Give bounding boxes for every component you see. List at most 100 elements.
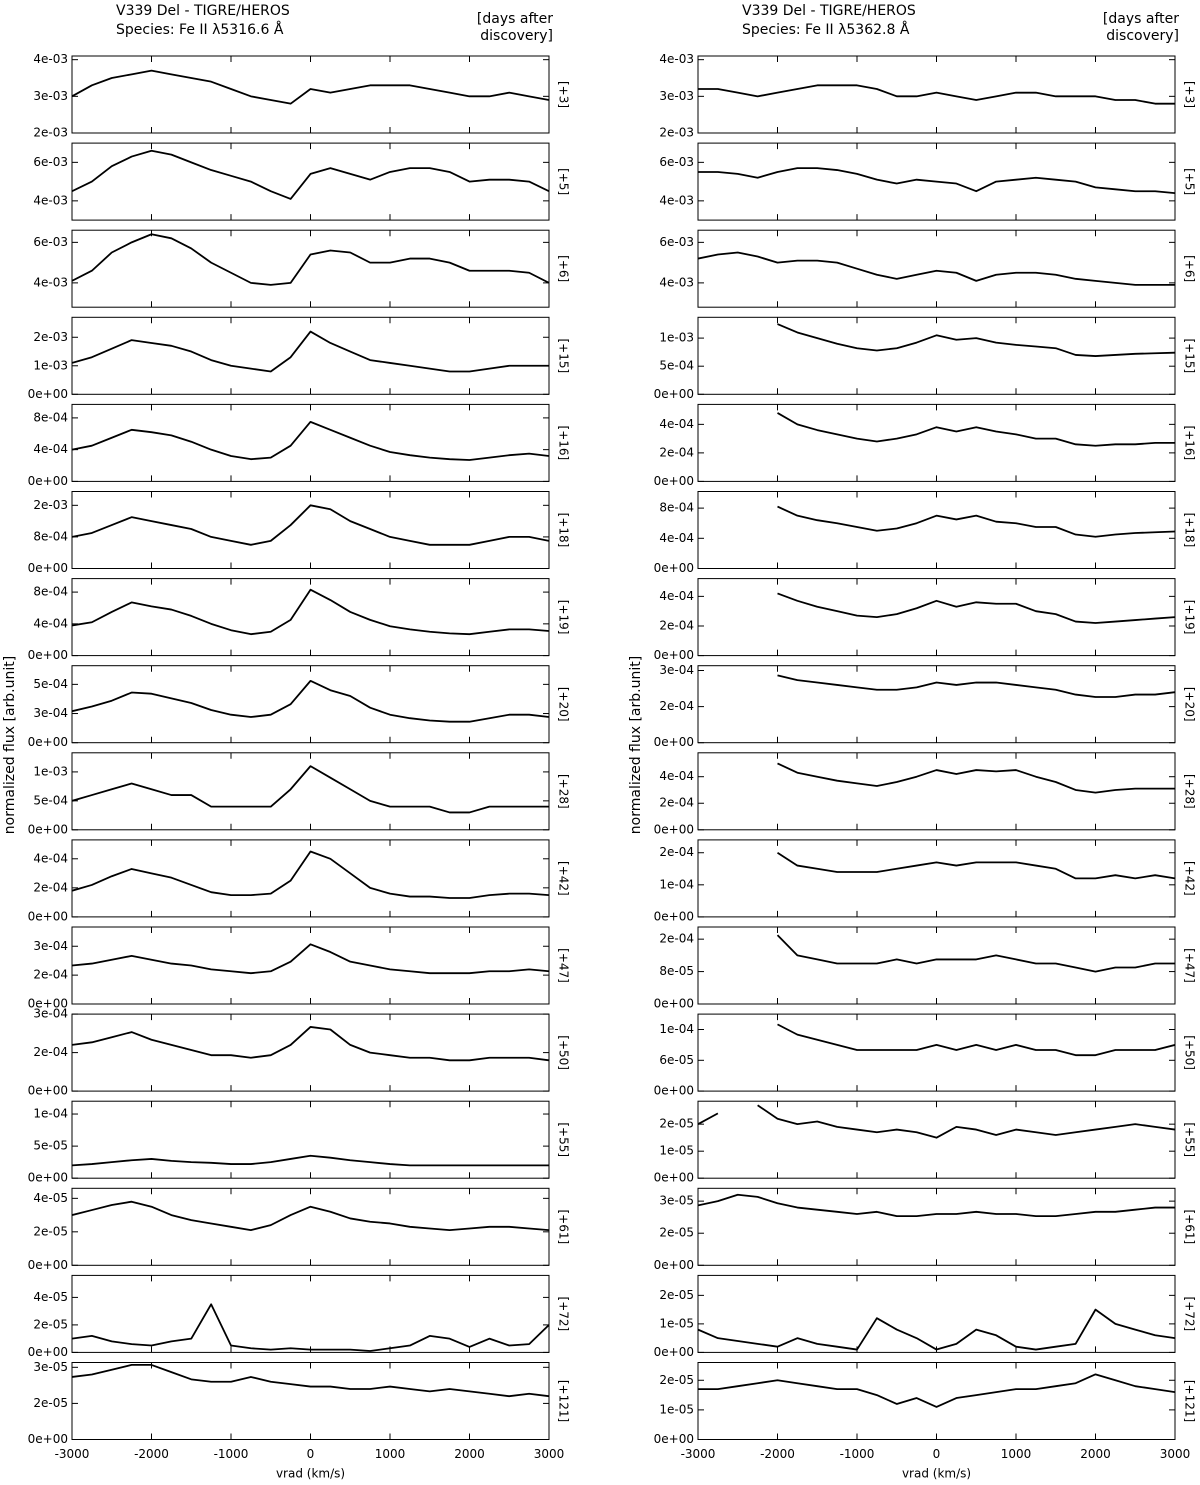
y-tick-label: 6e-03 (33, 235, 68, 249)
y-tick-label: 1e-03 (33, 358, 68, 372)
panel-frame (71, 1013, 550, 1092)
x-tick-label: -3000 (681, 1447, 716, 1461)
panel-frame (71, 316, 550, 395)
axis-note: [days after (1103, 11, 1179, 27)
x-tick-label: 1000 (1001, 1447, 1032, 1461)
panel-label: [+19] (1183, 600, 1197, 635)
panel-label: [+16] (557, 426, 571, 461)
panel-frame (697, 1013, 1176, 1092)
y-tick-label: 2e-05 (33, 1317, 68, 1331)
y-tick-label: 3e-03 (33, 89, 68, 103)
y-tick-label: 4e-05 (33, 1290, 68, 1304)
panel-label: [+121] (1183, 1380, 1197, 1422)
spectrum-line (72, 420, 549, 461)
x-axis-label: vrad (km/s) (902, 1467, 971, 1481)
panel-frame (71, 403, 550, 482)
spectrum-line (777, 851, 1175, 880)
panel-label: [+15] (557, 338, 571, 373)
spectrum-line (72, 1303, 549, 1352)
y-tick-label: 1e-04 (659, 877, 694, 891)
y-tick-label: 4e-05 (33, 1191, 68, 1205)
panel-label: [+5] (557, 168, 571, 195)
panel-frame (697, 316, 1176, 395)
spectrum-line (777, 674, 1175, 698)
y-tick-label: 4e-03 (33, 193, 68, 207)
y-tick-label: 1e-05 (659, 1402, 694, 1416)
y-tick-label: 2e-05 (659, 1117, 694, 1131)
x-tick-label: -3000 (55, 1447, 90, 1461)
y-tick-label: 4e-03 (659, 275, 694, 289)
spectrum-line (72, 1200, 549, 1232)
y-tick-label: 4e-03 (659, 193, 694, 207)
panel-frame (697, 1362, 1176, 1440)
y-tick-label: 1e-03 (659, 331, 694, 345)
y-tick-label: 4e-04 (659, 417, 694, 431)
y-tick-label: 0e+00 (654, 735, 694, 749)
y-tick-label: 0e+00 (654, 909, 694, 923)
x-tick-label: 1000 (375, 1447, 406, 1461)
panel-label: [+121] (557, 1380, 571, 1422)
panel-frame (697, 665, 1176, 744)
axis-note: discovery] (480, 28, 553, 44)
y-tick-label: 0e+00 (654, 822, 694, 836)
panel-label: [+61] (1183, 1209, 1197, 1244)
y-tick-label: 1e-05 (659, 1144, 694, 1158)
y-tick-label: 0e+00 (654, 1432, 694, 1446)
x-tick-label: -1000 (840, 1447, 875, 1461)
y-tick-label: 2e-04 (659, 796, 694, 810)
panel-label: [+72] (1183, 1297, 1197, 1332)
panel-frame (71, 1274, 550, 1353)
chart-subtitle: Species: Fe II λ5362.8 Å (742, 21, 910, 38)
panel-label: [+61] (557, 1209, 571, 1244)
y-tick-label: 0e+00 (654, 1345, 694, 1359)
panel-frame (71, 491, 550, 569)
y-tick-label: 1e-04 (659, 1022, 694, 1036)
spectrum-line (777, 412, 1175, 447)
x-tick-label: 2000 (1080, 1447, 1111, 1461)
panel-label: [+47] (557, 948, 571, 983)
spectrum-line (72, 330, 549, 373)
y-tick-label: 5e-04 (33, 793, 68, 807)
y-tick-label: 0e+00 (28, 997, 68, 1011)
panel-frame (71, 578, 550, 657)
y-tick-label: 1e-05 (659, 1316, 694, 1330)
spectrum-line (698, 1104, 1175, 1139)
panel-label: [+20] (557, 687, 571, 722)
y-tick-label: 2e-03 (659, 126, 694, 140)
y-tick-label: 0e+00 (28, 735, 68, 749)
y-tick-label: 2e-05 (33, 1224, 68, 1238)
panel-frame (71, 839, 550, 918)
spectrum-line (777, 323, 1175, 357)
panel-frame (71, 142, 550, 221)
spectrum-line (777, 505, 1175, 538)
axis-note: discovery] (1106, 28, 1179, 44)
y-tick-label: 0e+00 (28, 1084, 68, 1098)
y-tick-label: 2e-04 (33, 1045, 68, 1059)
spectrum-line (698, 1373, 1175, 1408)
y-tick-label: 6e-03 (659, 155, 694, 169)
y-tick-label: 1e-04 (33, 1107, 68, 1121)
panel-frame (71, 926, 550, 1005)
panel-label: [+50] (1183, 1035, 1197, 1070)
panel-label: [+42] (1183, 861, 1197, 896)
x-tick-label: -2000 (134, 1447, 169, 1461)
y-tick-label: 0e+00 (28, 474, 68, 488)
panel-label: [+72] (557, 1297, 571, 1332)
y-tick-label: 2e-04 (33, 968, 68, 982)
axis-note: [days after (477, 11, 553, 27)
panel-frame (71, 752, 550, 831)
panel-label: [+47] (1183, 948, 1197, 983)
y-tick-label: 1e-03 (33, 764, 68, 778)
panel-label: [+18] (1183, 513, 1197, 548)
y-tick-label: 4e-03 (33, 275, 68, 289)
panel-label: [+15] (1183, 338, 1197, 373)
y-tick-label: 3e-03 (659, 89, 694, 103)
y-tick-label: 3e-05 (33, 1360, 68, 1374)
y-tick-label: 5e-05 (33, 1139, 68, 1153)
y-tick-label: 2e-05 (659, 1288, 694, 1302)
spectrum-line (698, 84, 1175, 105)
x-tick-label: -1000 (214, 1447, 249, 1461)
panel-frame (697, 142, 1176, 221)
spectrum-line (698, 167, 1175, 195)
panel-frame (697, 926, 1176, 1005)
